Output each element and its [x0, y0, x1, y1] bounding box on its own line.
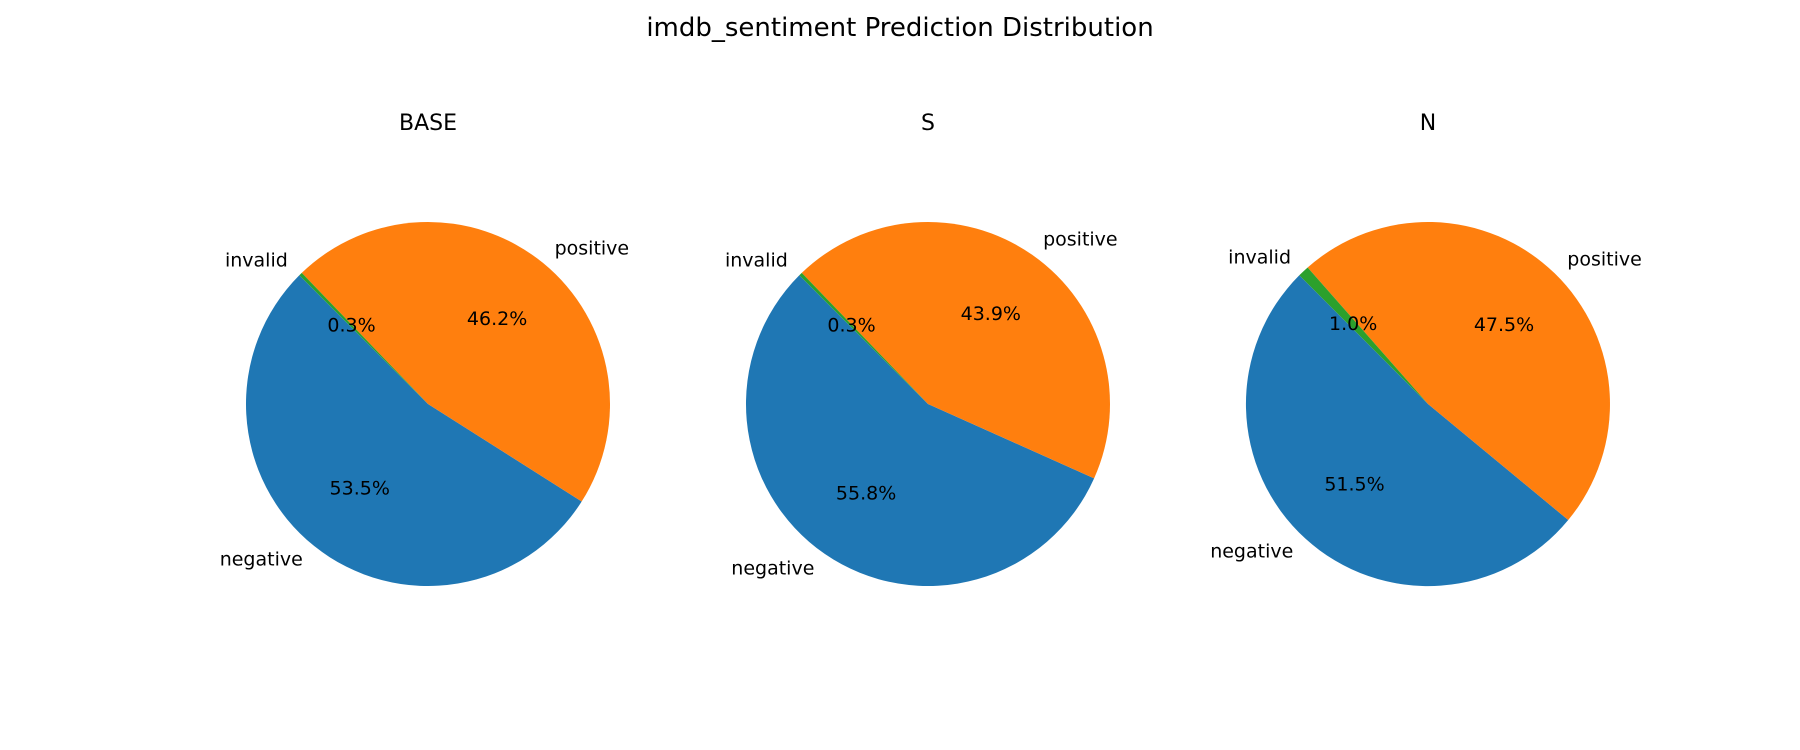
pie-slice-invalid	[1299, 267, 1428, 404]
pie-slice-invalid	[299, 272, 428, 404]
pie-title: BASE	[399, 111, 457, 136]
slice-label-positive: positive	[1043, 229, 1118, 251]
slice-label-invalid: invalid	[725, 250, 788, 272]
pie-slice-positive	[301, 221, 611, 502]
pie-base: BASE negative 53.5% positive 46.2% invalid 0.3…	[220, 111, 630, 587]
slice-percent-positive: 46.2%	[467, 308, 527, 330]
figure-title: imdb_sentiment Prediction Distribution	[646, 13, 1153, 43]
slice-label-positive: positive	[555, 237, 630, 259]
slice-percent-negative: 51.5%	[1324, 473, 1384, 495]
pie-slice-positive	[801, 222, 1110, 479]
pie-title: N	[1420, 111, 1436, 136]
pie-slice-negative	[245, 275, 582, 587]
slice-label-negative: negative	[220, 549, 303, 571]
slice-percent-invalid: 1.0%	[1329, 313, 1377, 335]
slice-percent-positive: 47.5%	[1474, 314, 1534, 336]
pie-slice-invalid	[799, 272, 928, 404]
slice-percent-invalid: 0.3%	[827, 315, 875, 337]
slice-label-invalid: invalid	[1228, 247, 1291, 269]
slice-label-invalid: invalid	[225, 250, 288, 272]
slice-percent-negative: 55.8%	[836, 482, 896, 504]
pies-group: BASE negative 53.5% positive 46.2% invalid 0.3…	[220, 111, 1642, 587]
slice-label-positive: positive	[1567, 249, 1642, 271]
pie-slice-positive	[1307, 222, 1610, 521]
slice-percent-invalid: 0.3%	[327, 315, 375, 337]
slice-percent-negative: 53.5%	[330, 478, 390, 500]
pie-slice-negative	[745, 275, 1095, 587]
pie-title: S	[921, 111, 935, 136]
pie-slice-negative	[1245, 275, 1569, 587]
slice-label-negative: negative	[1210, 541, 1293, 563]
slice-label-negative: negative	[731, 557, 814, 579]
slice-percent-positive: 43.9%	[961, 303, 1021, 325]
